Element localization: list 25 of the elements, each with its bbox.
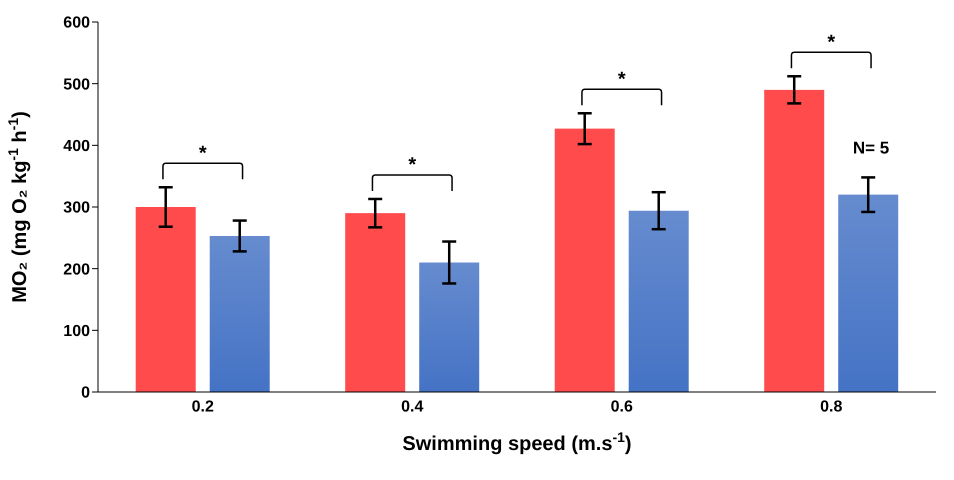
y-tick-label: 100 — [63, 323, 90, 340]
bar — [554, 128, 615, 392]
bar — [210, 236, 270, 392]
y-tick-label: 500 — [63, 76, 90, 94]
x-tick-label: 0.6 — [610, 398, 633, 416]
bar — [628, 210, 689, 392]
bar — [136, 207, 196, 392]
y-tick-label: 0 — [81, 384, 90, 402]
annotation: * — [408, 154, 416, 176]
bar — [764, 90, 824, 392]
x-tick-label: 0.8 — [820, 398, 842, 416]
x-tick-label: 0.4 — [401, 398, 424, 416]
bar — [345, 213, 406, 392]
x-tick-label: 0.2 — [192, 398, 214, 416]
annotation: N= 5 — [852, 138, 890, 158]
annotation: * — [198, 142, 207, 164]
y-tick-label: 300 — [63, 200, 90, 217]
annotation: * — [827, 31, 836, 54]
bar — [419, 262, 480, 392]
annotation: * — [618, 68, 626, 90]
y-tick-label: 200 — [63, 261, 90, 278]
x-axis-title: Swimming speed (m.s$^{-1}$) — [402, 429, 632, 455]
y-tick-label: 400 — [63, 138, 90, 156]
bar — [838, 194, 898, 392]
y-tick-label: 600 — [63, 14, 90, 32]
